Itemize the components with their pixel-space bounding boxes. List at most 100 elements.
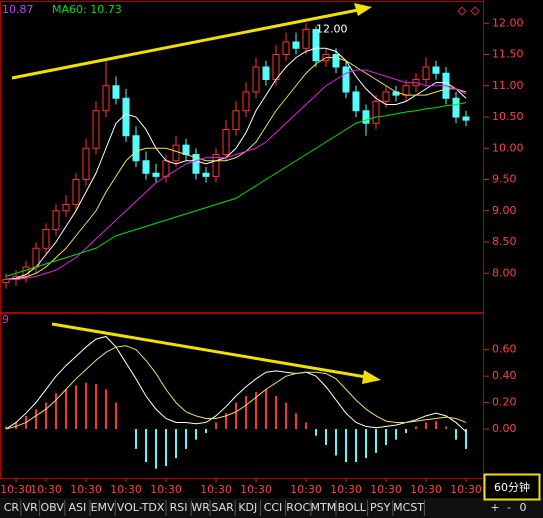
candle-body (52, 210, 60, 230)
x-tick-label: 10:30 (330, 483, 362, 496)
candle-body (272, 54, 280, 80)
candle-body (342, 66, 350, 93)
indicator-line (5, 335, 467, 433)
candle-body (112, 85, 120, 99)
candle-body (252, 66, 260, 93)
tab[interactable]: CCI (264, 501, 283, 514)
trend-line (11, 8, 359, 80)
control-button[interactable]: + (490, 501, 499, 514)
panel-label: 9 (2, 313, 9, 326)
candle-body (292, 41, 300, 49)
candle-body (72, 179, 80, 205)
candle-body (372, 100, 380, 124)
y-tick-label: 10.00 (492, 141, 524, 154)
candle-body (302, 29, 310, 49)
indicator-line (5, 47, 467, 280)
x-tick-label: 10:30 (370, 483, 402, 496)
y-tick-label: 0.60 (492, 343, 517, 356)
indicator-line (5, 345, 467, 430)
y-tick-label: 8.50 (492, 235, 517, 248)
candle-body (462, 116, 470, 121)
tab[interactable]: KDJ (238, 501, 257, 514)
candle-body (202, 172, 210, 177)
x-tick-label: 10:30 (110, 483, 142, 496)
candle-body (222, 129, 230, 155)
y-tick-label: 10.50 (492, 110, 524, 123)
candle-body (332, 54, 340, 68)
candle-body (382, 91, 390, 102)
candle-body (422, 66, 430, 80)
candle-body (182, 144, 190, 155)
y-tick-label: 9.50 (492, 173, 517, 186)
candle-body (212, 154, 220, 177)
x-tick-label: 10:30 (410, 483, 442, 496)
tab[interactable]: ROC (286, 501, 310, 514)
candle-body (362, 110, 370, 124)
x-tick-label: 10:30 (290, 483, 322, 496)
control-button[interactable]: 0 (520, 501, 527, 514)
tab[interactable]: MCST (393, 501, 424, 514)
tab[interactable]: RSI (170, 501, 188, 514)
tab-bar: CR VR OBV ASI EMV VOL-TDX RSI WR SAR KDJ CCI ROC MTM… (4, 500, 527, 516)
legend-ma: 10.87 (2, 3, 34, 16)
x-tick-label: 10:30 (70, 483, 102, 496)
y-tick-label: 11.00 (492, 79, 524, 92)
candle-body (152, 172, 160, 177)
candle-body (232, 110, 240, 130)
candle-body (242, 91, 250, 112)
y-tick-label: 12.00 (492, 16, 524, 29)
y-tick-label: 9.00 (492, 204, 517, 217)
candle-body (122, 97, 130, 137)
candle-body (312, 29, 320, 62)
candle-body (282, 41, 290, 55)
candle-body (62, 204, 70, 212)
panel-icons[interactable] (457, 6, 480, 16)
y-tick-label: 8.00 (492, 266, 517, 279)
period-box (483, 473, 541, 501)
tab[interactable]: CR (4, 501, 20, 514)
candle-body (102, 85, 110, 112)
toolbar (0, 498, 543, 518)
indicator-line (5, 57, 467, 280)
control-button[interactable]: - (507, 501, 511, 514)
period-label[interactable]: 60分钟 (494, 480, 530, 494)
candle-body (42, 229, 50, 249)
x-tick-label: 10:30 (200, 483, 232, 496)
legend-ma60: MA60: 10.73 (52, 3, 122, 16)
candle-body (92, 110, 100, 149)
trend-arrows (11, 3, 381, 384)
trend-line (51, 322, 367, 379)
y-tick-label: 11.50 (492, 48, 524, 61)
candle-body (172, 144, 180, 162)
tab[interactable]: OBV (40, 501, 64, 514)
arrow-head (354, 3, 372, 16)
y-tick-label: 0.00 (492, 422, 517, 435)
y-tick-label: 0.20 (492, 396, 517, 409)
tab[interactable]: PSY (370, 501, 391, 514)
plot-area: 12.00 11.50 11.00 10.50 10.00 9.50 9.00 8.50 8.0… (0, 16, 523, 496)
tab[interactable]: SAR (211, 501, 234, 514)
x-tick-label: 10:30 (0, 483, 32, 496)
candle-body (82, 147, 90, 180)
tab[interactable]: VR (23, 501, 39, 514)
candle-body (452, 97, 460, 118)
candle-body (142, 160, 150, 174)
x-tick-label: 10:30 (240, 483, 272, 496)
tab[interactable]: WR (191, 501, 210, 514)
indicator-line (5, 102, 467, 277)
x-tick-label: 10:30 (450, 483, 482, 496)
candle-body (352, 91, 360, 112)
x-tick-label: 10:30 (30, 483, 62, 496)
tab[interactable]: MTM (311, 501, 337, 514)
candle-body (432, 66, 440, 74)
indicator-line (6, 69, 467, 280)
tab[interactable]: BOLL (338, 501, 367, 514)
tab[interactable]: EMV (91, 501, 115, 514)
y-tick-label: 0.40 (492, 369, 517, 382)
tab[interactable]: ASI (69, 501, 87, 514)
candle-body (402, 85, 410, 96)
candle-body (132, 135, 140, 162)
tab[interactable]: VOL-TDX (117, 501, 165, 514)
